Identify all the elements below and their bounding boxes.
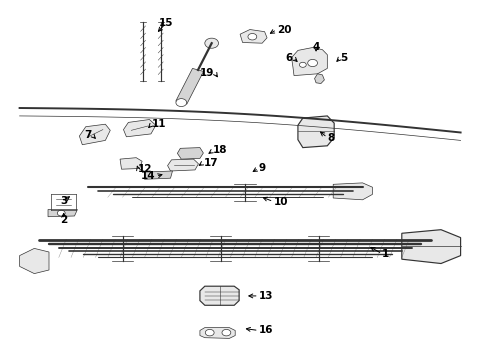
Circle shape [248, 33, 257, 40]
Text: 18: 18 [213, 145, 228, 156]
Text: 17: 17 [203, 158, 218, 168]
Polygon shape [315, 74, 324, 84]
Polygon shape [120, 158, 142, 169]
Polygon shape [200, 286, 239, 305]
Text: 15: 15 [158, 18, 173, 28]
Polygon shape [200, 328, 235, 338]
Text: 10: 10 [273, 197, 288, 207]
Circle shape [308, 59, 318, 67]
Polygon shape [168, 159, 198, 171]
Polygon shape [292, 48, 327, 76]
Text: 5: 5 [341, 53, 348, 63]
Text: 14: 14 [141, 171, 156, 181]
Circle shape [176, 99, 187, 107]
Polygon shape [333, 183, 372, 200]
Text: 3: 3 [60, 196, 67, 206]
Circle shape [222, 329, 231, 336]
Text: 2: 2 [60, 215, 67, 225]
Text: 8: 8 [327, 132, 335, 143]
Polygon shape [145, 171, 172, 179]
Polygon shape [176, 68, 203, 104]
Circle shape [57, 210, 65, 216]
Text: 19: 19 [200, 68, 215, 78]
Text: 4: 4 [312, 42, 320, 52]
Polygon shape [240, 30, 267, 43]
Text: 7: 7 [85, 130, 92, 140]
Circle shape [205, 38, 219, 48]
Polygon shape [402, 230, 461, 264]
Circle shape [205, 329, 214, 336]
Text: 16: 16 [259, 325, 273, 336]
Text: 11: 11 [152, 119, 167, 129]
Polygon shape [20, 248, 49, 274]
Text: 9: 9 [259, 163, 266, 173]
Text: 12: 12 [138, 164, 153, 174]
Polygon shape [177, 148, 203, 159]
Polygon shape [298, 116, 334, 148]
Text: 13: 13 [259, 291, 273, 301]
Polygon shape [79, 124, 110, 145]
Polygon shape [48, 210, 77, 217]
Text: 6: 6 [286, 53, 293, 63]
Text: 1: 1 [382, 249, 390, 259]
Circle shape [299, 62, 306, 67]
Text: 20: 20 [277, 24, 292, 35]
Polygon shape [123, 120, 156, 137]
